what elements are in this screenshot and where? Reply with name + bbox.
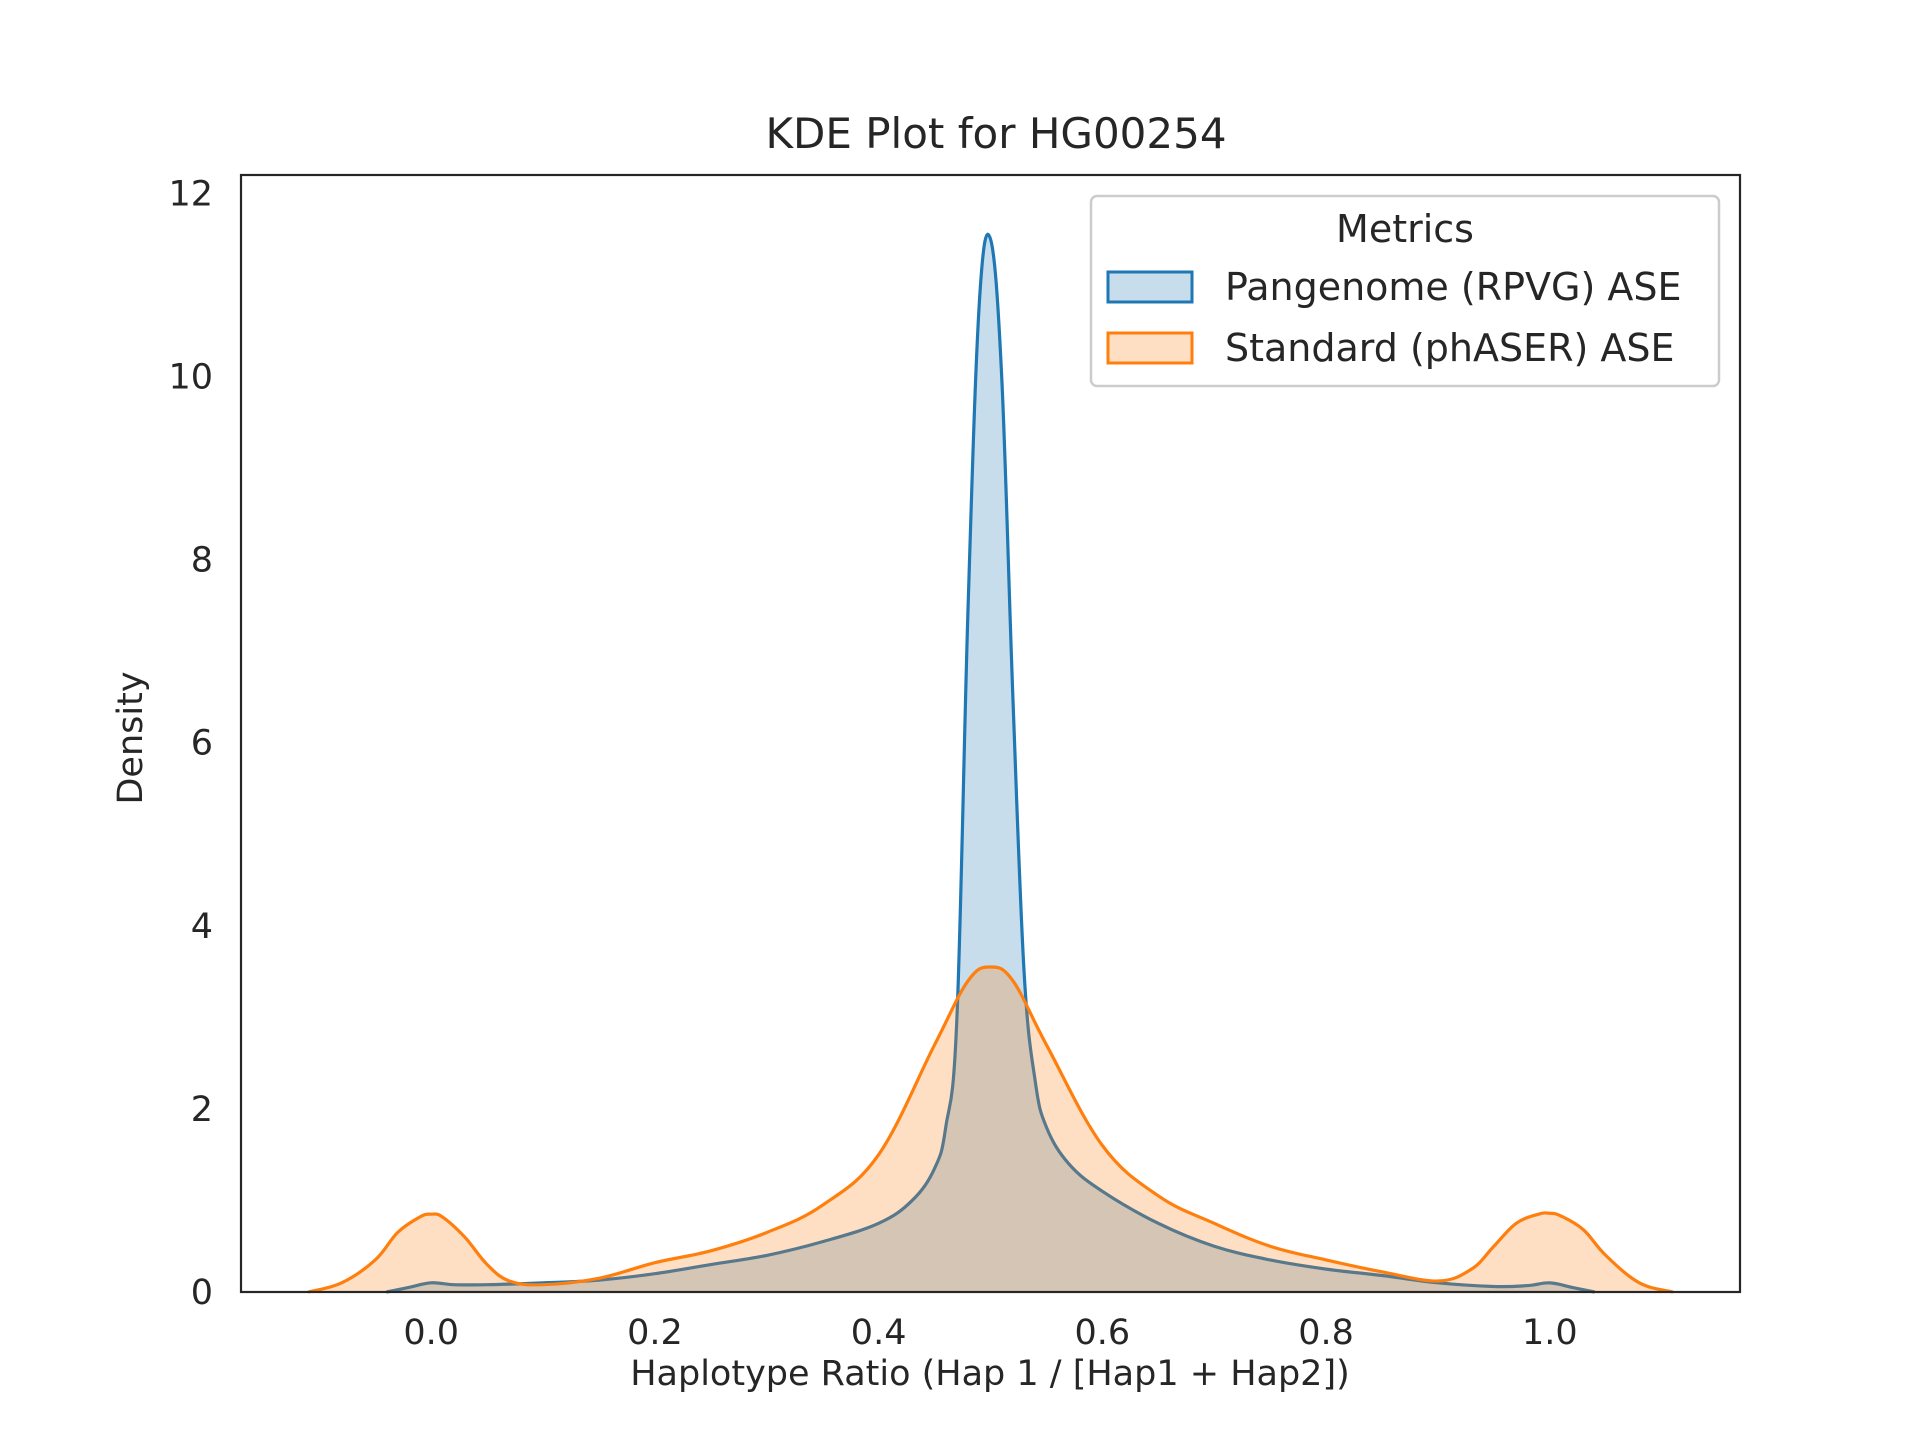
legend-title: Metrics	[1336, 207, 1474, 251]
legend: Metrics Pangenome (RPVG) ASE Standard (p…	[1089, 194, 1721, 388]
area-pangenome	[386, 234, 1595, 1292]
y-tick-label: 6	[191, 724, 213, 764]
y-tick-label: 8	[191, 541, 213, 581]
line-standard	[307, 965, 1674, 1294]
x-tick-label: 0.8	[1298, 1313, 1354, 1353]
area-standard	[308, 966, 1673, 1292]
legend-swatch-pangenome	[1106, 270, 1194, 304]
legend-box	[1089, 194, 1721, 388]
y-tick-label: 2	[191, 1090, 213, 1130]
x-axis-ticks: 0.0 0.2 0.4 0.6 0.8 1.0	[403, 1313, 1577, 1353]
x-tick-label: 0.6	[1075, 1313, 1131, 1353]
chart-title: KDE Plot for HG00254	[765, 109, 1226, 158]
x-tick-label: 1.0	[1522, 1313, 1578, 1353]
x-tick-label: 0.0	[403, 1313, 459, 1353]
x-tick-label: 0.4	[851, 1313, 907, 1353]
y-axis-ticks: 0 2 4 6 8 10 12	[168, 174, 213, 1313]
plot-frame	[239, 173, 1742, 1294]
y-tick-label: 0	[191, 1273, 213, 1313]
line-pangenome	[386, 232, 1595, 1294]
series-layer	[307, 232, 1674, 1294]
legend-swatch-standard	[1106, 331, 1194, 365]
plot-area	[239, 173, 1742, 1294]
legend-label-standard: Standard (phASER) ASE	[1225, 326, 1675, 370]
y-tick-label: 4	[191, 907, 213, 947]
y-tick-label: 10	[168, 357, 213, 397]
y-tick-label: 12	[168, 174, 213, 214]
y-axis-label: Density	[111, 671, 151, 804]
x-axis-label: Haplotype Ratio (Hap 1 / [Hap1 + Hap2])	[630, 1354, 1350, 1394]
x-tick-label: 0.2	[627, 1313, 683, 1353]
legend-label-pangenome: Pangenome (RPVG) ASE	[1225, 265, 1682, 309]
